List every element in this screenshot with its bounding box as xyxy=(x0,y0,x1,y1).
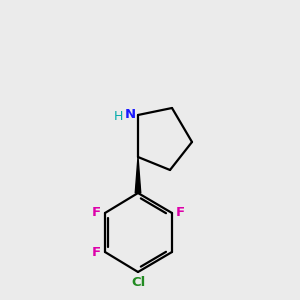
Polygon shape xyxy=(135,157,141,193)
Text: Cl: Cl xyxy=(131,276,145,289)
Text: H: H xyxy=(114,110,123,124)
Text: F: F xyxy=(92,206,101,220)
Text: F: F xyxy=(92,245,101,259)
Text: N: N xyxy=(125,109,136,122)
Text: F: F xyxy=(176,206,185,220)
